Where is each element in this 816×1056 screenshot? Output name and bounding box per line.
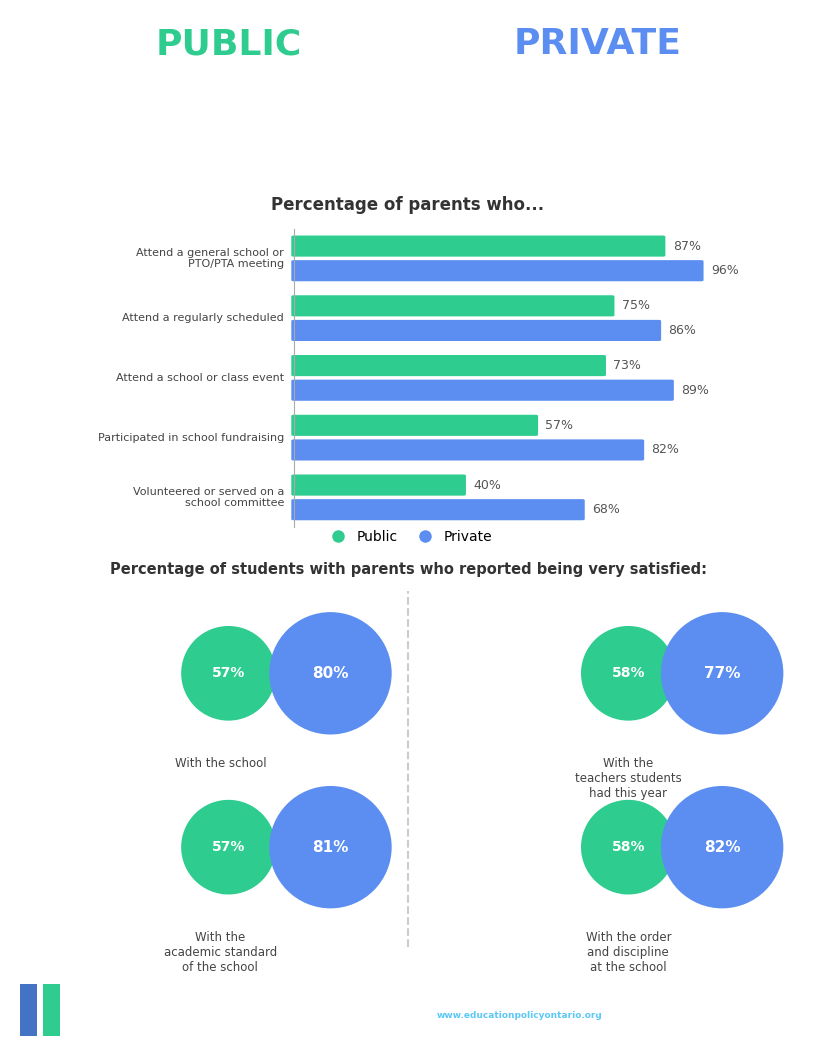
Text: VS.: VS. [374, 27, 442, 61]
Ellipse shape [269, 786, 392, 908]
Text: PUBLIC: PUBLIC [156, 27, 302, 61]
Ellipse shape [269, 612, 392, 735]
FancyBboxPatch shape [20, 984, 37, 1036]
Text: Parent Involvement in K-12 Education: Parent Involvement in K-12 Education [217, 91, 599, 109]
Text: 40%: 40% [473, 478, 501, 492]
Text: 68%: 68% [592, 504, 620, 516]
Text: Attend a school or class event: Attend a school or class event [116, 373, 284, 383]
Ellipse shape [181, 799, 276, 894]
Text: With the
teachers students
had this year: With the teachers students had this year [575, 757, 681, 800]
FancyBboxPatch shape [291, 355, 606, 376]
Ellipse shape [181, 626, 276, 720]
Text: 81%: 81% [313, 840, 348, 854]
Text: 58%: 58% [611, 841, 645, 854]
Text: 82%: 82% [704, 840, 740, 854]
FancyBboxPatch shape [291, 235, 665, 257]
FancyBboxPatch shape [291, 296, 614, 317]
Text: 57%: 57% [212, 841, 245, 854]
Text: Attend a regularly scheduled: Attend a regularly scheduled [122, 314, 284, 323]
Text: Parent participation in school-related activities was higher for
students in pri: Parent participation in school-related a… [223, 136, 593, 167]
Ellipse shape [581, 799, 676, 894]
Ellipse shape [581, 626, 676, 720]
Ellipse shape [661, 612, 783, 735]
FancyBboxPatch shape [291, 260, 703, 281]
Text: Percentage of students with parents who reported being very satisfied:: Percentage of students with parents who … [109, 562, 707, 577]
Text: 73%: 73% [614, 359, 641, 372]
Text: Attend a general school or
PTO/PTA meeting: Attend a general school or PTO/PTA meeti… [136, 247, 284, 269]
FancyBboxPatch shape [291, 474, 466, 495]
Text: Authors: Jeremy Redford and Shannon Russell: Authors: Jeremy Redford and Shannon Russ… [598, 984, 792, 994]
Text: With the school: With the school [175, 757, 266, 770]
Text: PRIVATE: PRIVATE [514, 27, 682, 61]
Legend: Public, Private: Public, Private [319, 525, 497, 549]
Text: 75%: 75% [622, 299, 650, 313]
Text: 57%: 57% [212, 666, 245, 680]
Text: 58%: 58% [611, 666, 645, 680]
Text: For more information regarding the data set visit us at: For more information regarding the data … [114, 1011, 365, 1020]
Text: Source: https://www.air.org/resource/public-vs-: Source: https://www.air.org/resource/pub… [595, 1006, 792, 1016]
FancyBboxPatch shape [291, 415, 538, 436]
FancyBboxPatch shape [291, 380, 674, 401]
Text: E-mail: info@educationpolicyontario.org  |  Phone: 1-345-335-3766: E-mail: info@educationpolicyontario.org … [114, 1033, 418, 1042]
Text: Education Policy of Ontario: Education Policy of Ontario [114, 982, 327, 996]
Text: 57%: 57% [545, 419, 574, 432]
Text: private-parental-involvement-k-12-education: private-parental-involvement-k-12-educat… [601, 1025, 792, 1035]
Text: Participated in school fundraising: Participated in school fundraising [98, 433, 284, 442]
FancyBboxPatch shape [291, 439, 644, 460]
Text: Percentage of parents who...: Percentage of parents who... [272, 195, 544, 213]
Text: www.educationpolicyontario.org: www.educationpolicyontario.org [437, 1011, 602, 1020]
Text: 80%: 80% [313, 665, 348, 681]
Text: 77%: 77% [704, 665, 740, 681]
Ellipse shape [661, 786, 783, 908]
FancyBboxPatch shape [43, 984, 60, 1036]
Text: With the
academic standard
of the school: With the academic standard of the school [164, 931, 277, 974]
Text: 87%: 87% [672, 240, 701, 252]
FancyBboxPatch shape [291, 499, 585, 521]
Text: 96%: 96% [711, 264, 738, 278]
Text: 86%: 86% [668, 324, 696, 337]
Text: Volunteered or served on a
school committee: Volunteered or served on a school commit… [132, 487, 284, 508]
Text: 82%: 82% [651, 444, 680, 456]
Text: With the order
and discipline
at the school: With the order and discipline at the sch… [586, 931, 671, 974]
FancyBboxPatch shape [291, 320, 661, 341]
Text: 89%: 89% [681, 383, 709, 397]
